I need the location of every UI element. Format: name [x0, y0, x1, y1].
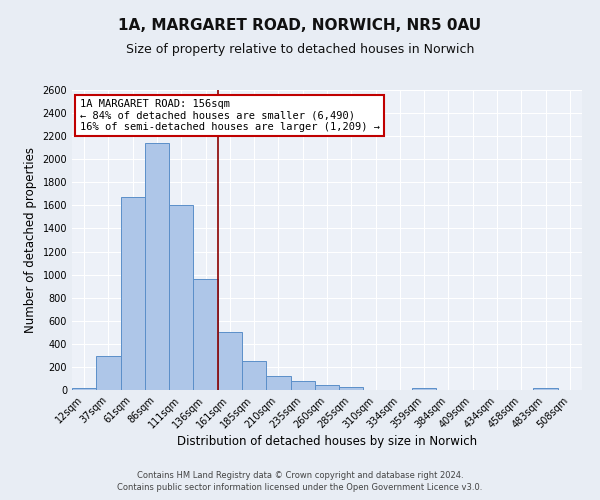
Bar: [290, 382, 315, 390]
Bar: [218, 332, 242, 390]
Bar: [412, 388, 436, 390]
Bar: [242, 361, 266, 390]
X-axis label: Distribution of detached houses by size in Norwich: Distribution of detached houses by size …: [177, 436, 477, 448]
Text: Contains public sector information licensed under the Open Government Licence v3: Contains public sector information licen…: [118, 484, 482, 492]
Bar: [145, 143, 169, 390]
Bar: [121, 198, 145, 390]
Text: 1A MARGARET ROAD: 156sqm
← 84% of detached houses are smaller (6,490)
16% of sem: 1A MARGARET ROAD: 156sqm ← 84% of detach…: [80, 99, 380, 132]
Bar: [72, 388, 96, 390]
Text: Size of property relative to detached houses in Norwich: Size of property relative to detached ho…: [126, 42, 474, 56]
Bar: [315, 386, 339, 390]
Text: Contains HM Land Registry data © Crown copyright and database right 2024.: Contains HM Land Registry data © Crown c…: [137, 471, 463, 480]
Bar: [266, 376, 290, 390]
Bar: [96, 356, 121, 390]
Text: 1A, MARGARET ROAD, NORWICH, NR5 0AU: 1A, MARGARET ROAD, NORWICH, NR5 0AU: [118, 18, 482, 32]
Bar: [169, 206, 193, 390]
Bar: [533, 388, 558, 390]
Y-axis label: Number of detached properties: Number of detached properties: [24, 147, 37, 333]
Bar: [193, 279, 218, 390]
Bar: [339, 387, 364, 390]
